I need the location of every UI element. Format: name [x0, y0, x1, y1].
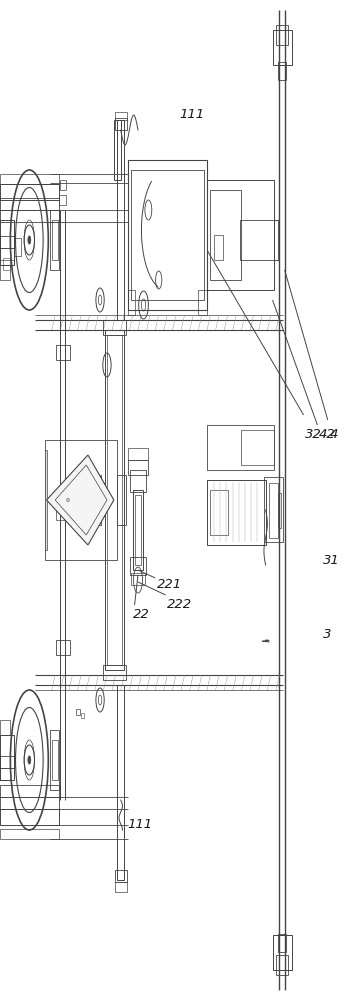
- Bar: [115, 882, 127, 892]
- Bar: [133, 490, 143, 570]
- Bar: [86, 475, 101, 525]
- Bar: [117, 120, 124, 320]
- Bar: [0, 829, 59, 839]
- Bar: [130, 470, 146, 492]
- Bar: [210, 190, 241, 280]
- Circle shape: [28, 756, 31, 764]
- Bar: [0, 735, 14, 780]
- Bar: [115, 118, 127, 130]
- Bar: [274, 220, 279, 260]
- Bar: [207, 425, 274, 470]
- Bar: [276, 25, 288, 45]
- Bar: [128, 460, 148, 475]
- Bar: [0, 768, 14, 780]
- Bar: [76, 709, 80, 715]
- Bar: [198, 290, 207, 315]
- Bar: [207, 180, 274, 290]
- Bar: [56, 640, 70, 655]
- Bar: [56, 508, 67, 520]
- Text: 9: 9: [65, 497, 69, 502]
- Bar: [278, 934, 286, 952]
- Bar: [0, 210, 59, 222]
- Text: 221: 221: [157, 578, 182, 591]
- Bar: [0, 174, 59, 184]
- Bar: [50, 210, 59, 270]
- Bar: [241, 430, 274, 465]
- Bar: [128, 290, 135, 315]
- Bar: [0, 809, 59, 825]
- Bar: [0, 220, 14, 265]
- Bar: [0, 756, 14, 768]
- Bar: [103, 665, 126, 680]
- Bar: [45, 440, 117, 560]
- Bar: [117, 475, 126, 525]
- Bar: [131, 573, 145, 585]
- Bar: [3, 258, 10, 270]
- Bar: [105, 330, 124, 670]
- Text: 4: 4: [329, 428, 338, 442]
- Bar: [56, 345, 70, 360]
- Bar: [117, 685, 124, 880]
- Bar: [52, 220, 58, 260]
- Bar: [0, 265, 10, 280]
- Bar: [276, 955, 288, 975]
- Text: 3: 3: [323, 629, 331, 642]
- Bar: [135, 495, 141, 565]
- Bar: [264, 477, 283, 542]
- Bar: [45, 450, 47, 550]
- Bar: [0, 248, 14, 260]
- Circle shape: [28, 236, 31, 244]
- Bar: [115, 870, 127, 882]
- Bar: [278, 493, 281, 528]
- Bar: [0, 198, 59, 210]
- Bar: [128, 448, 148, 460]
- Bar: [210, 490, 228, 535]
- Bar: [81, 713, 84, 718]
- Text: 31: 31: [323, 554, 339, 566]
- Bar: [0, 797, 59, 809]
- Polygon shape: [47, 455, 114, 545]
- Text: 111: 111: [128, 818, 153, 832]
- Bar: [0, 184, 59, 200]
- Bar: [130, 557, 146, 575]
- Bar: [60, 180, 66, 190]
- Bar: [0, 785, 59, 797]
- Bar: [103, 320, 126, 335]
- Bar: [0, 720, 10, 735]
- Bar: [115, 112, 127, 120]
- Bar: [131, 170, 204, 300]
- Bar: [278, 62, 286, 80]
- Bar: [114, 120, 121, 180]
- Bar: [0, 236, 14, 248]
- Bar: [14, 238, 21, 256]
- Bar: [273, 30, 292, 65]
- Text: 222: 222: [167, 598, 193, 611]
- Bar: [269, 483, 278, 538]
- Bar: [128, 160, 207, 310]
- Bar: [240, 220, 278, 260]
- Bar: [273, 935, 292, 970]
- Text: 22: 22: [133, 608, 150, 621]
- Bar: [207, 480, 266, 545]
- Bar: [214, 235, 223, 260]
- Bar: [107, 335, 122, 665]
- Text: 111: 111: [179, 108, 205, 121]
- Text: 32: 32: [305, 428, 322, 442]
- Bar: [87, 480, 99, 520]
- Text: 42: 42: [319, 428, 336, 442]
- Bar: [59, 195, 66, 205]
- Bar: [50, 730, 59, 790]
- Bar: [52, 740, 58, 780]
